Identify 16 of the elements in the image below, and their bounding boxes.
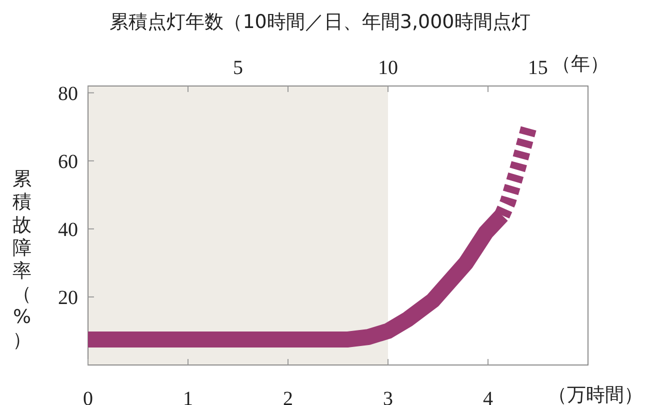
x2-axis-title: （年） (552, 53, 609, 75)
x-axis-title: （万時間） (548, 384, 643, 405)
y-tick-label: 20 (58, 286, 78, 309)
y-axis-title: 累積故障率（%） (12, 168, 32, 351)
y-tick-label: 40 (58, 218, 78, 241)
x2-tick-label: 10 (378, 57, 398, 79)
x-tick-label: 3 (383, 388, 393, 405)
y-tick-label: 80 (58, 82, 78, 105)
chart-title: 累積点灯年数（10時間／日、年間3,000時間点灯 (110, 11, 530, 33)
x-tick-label: 2 (283, 388, 293, 405)
x-tick-label: 0 (83, 388, 93, 405)
x2-tick-label: 15 (528, 57, 548, 79)
x2-tick-label: 5 (232, 57, 243, 79)
x-tick-label: 1 (183, 388, 193, 405)
y-tick-label: 60 (58, 150, 78, 173)
x-tick-label: 4 (483, 388, 493, 405)
